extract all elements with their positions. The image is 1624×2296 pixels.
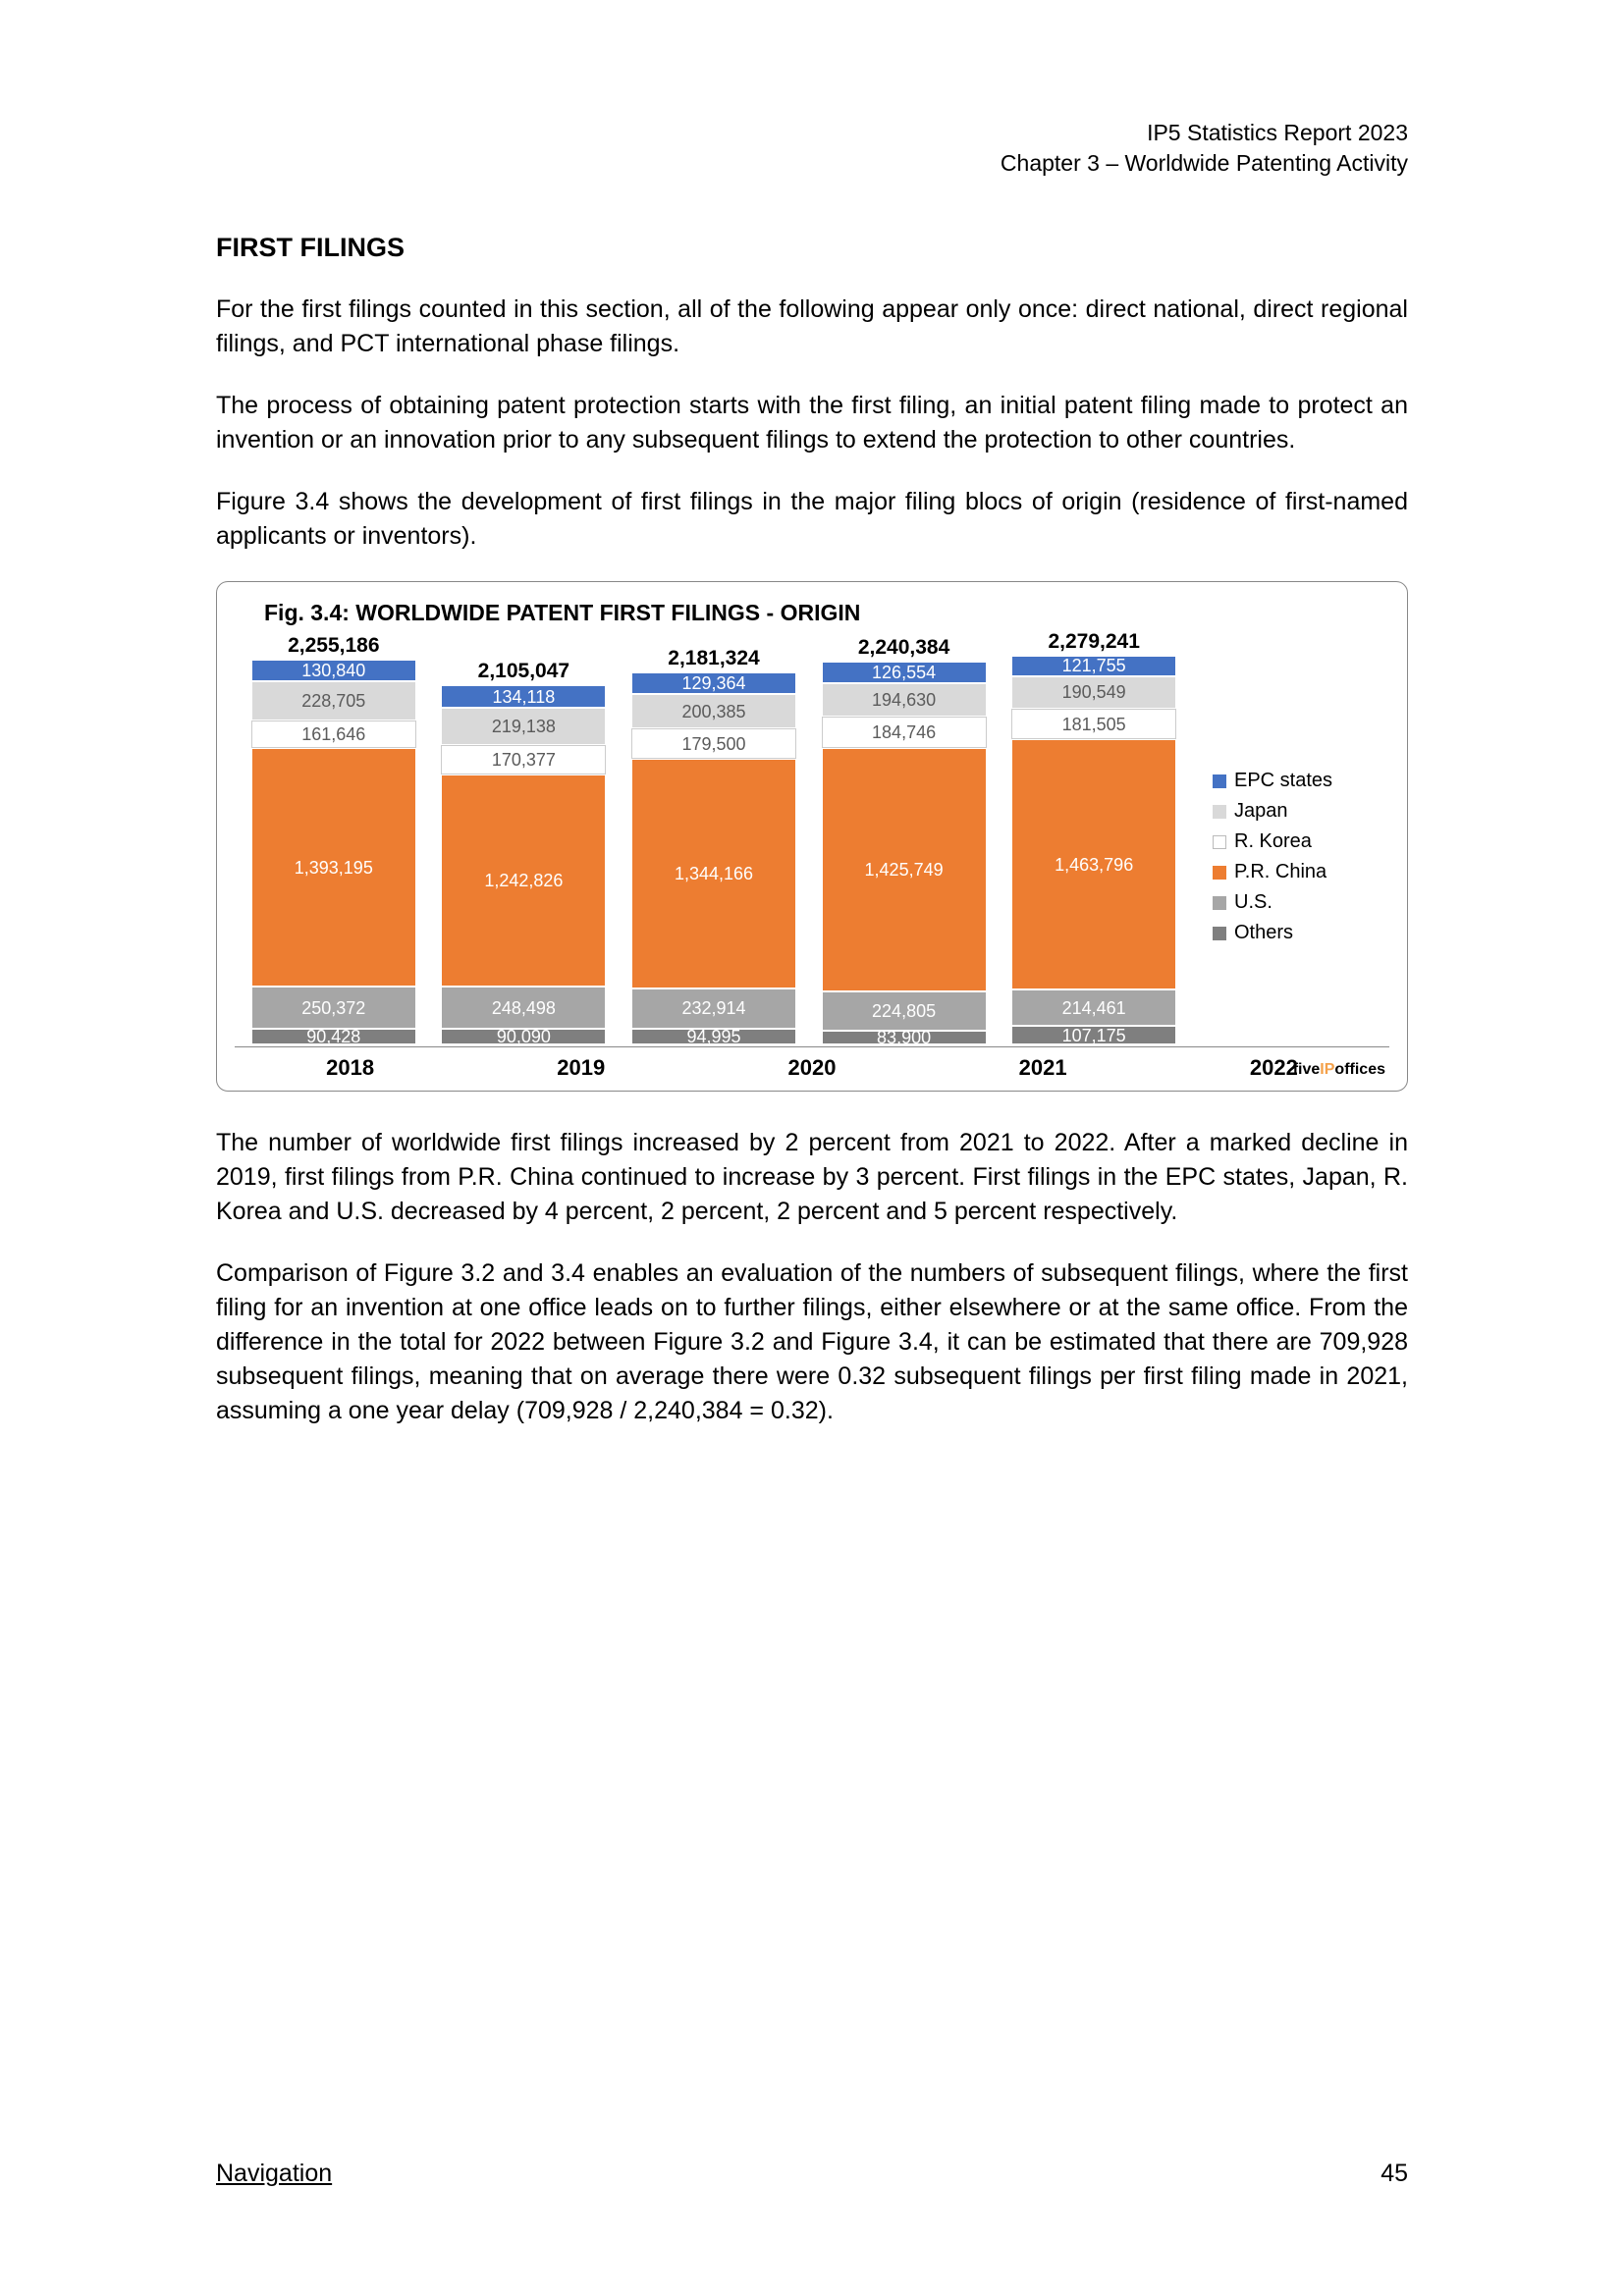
- branding-pre: five: [1293, 1061, 1321, 1078]
- bar-segment: 94,995: [631, 1029, 796, 1045]
- chart-legend: EPC states Japan R. Korea P.R. China U.S. Oth…: [1193, 632, 1389, 1044]
- bar-segment: 219,138: [441, 708, 606, 745]
- bar-segment: 250,372: [251, 987, 416, 1030]
- legend-item: R. Korea: [1213, 830, 1389, 853]
- bar-stack: 83,900224,8051,425,749184,746194,630126,…: [822, 662, 987, 1044]
- legend-item: EPC states: [1213, 770, 1389, 792]
- legend-item: Others: [1213, 922, 1389, 944]
- bar-segment: 1,344,166: [631, 759, 796, 988]
- legend-swatch: [1213, 866, 1226, 880]
- page-footer: Navigation 45: [216, 2160, 1408, 2188]
- bar-stack: 90,090248,4981,242,826170,377219,138134,…: [441, 685, 606, 1044]
- bar-segment: 214,461: [1011, 989, 1176, 1026]
- bar-segment: 1,463,796: [1011, 739, 1176, 989]
- bar-segment: 130,840: [251, 660, 416, 682]
- header-line-2: Chapter 3 – Worldwide Patenting Activity: [216, 148, 1408, 179]
- figure-3-4: Fig. 3.4: WORLDWIDE PATENT FIRST FILINGS…: [216, 581, 1408, 1092]
- bar-stack: 94,995232,9141,344,166179,500200,385129,…: [631, 672, 796, 1044]
- bar-segment: 90,090: [441, 1029, 606, 1044]
- bar-column: 2,240,38483,900224,8051,425,749184,74619…: [822, 636, 987, 1044]
- chart-bars-area: 2,255,18690,428250,3721,393,195161,64622…: [235, 632, 1193, 1044]
- legend-label: Others: [1234, 922, 1293, 944]
- x-axis-label: 2021: [960, 1055, 1125, 1081]
- bar-segment: 1,425,749: [822, 748, 987, 991]
- legend-label: Japan: [1234, 800, 1288, 823]
- bar-total-label: 2,181,324: [668, 647, 759, 670]
- legend-item: P.R. China: [1213, 861, 1389, 883]
- bar-segment: 1,393,195: [251, 748, 416, 986]
- bar-segment: 107,175: [1011, 1026, 1176, 1044]
- paragraph-4: The number of worldwide first filings in…: [216, 1126, 1408, 1229]
- chart-x-axis: 20182019202020212022: [235, 1046, 1389, 1081]
- page-header: IP5 Statistics Report 2023 Chapter 3 – W…: [216, 118, 1408, 179]
- paragraph-1: For the first filings counted in this se…: [216, 293, 1408, 361]
- bar-stack: 90,428250,3721,393,195161,646228,705130,…: [251, 660, 416, 1044]
- legend-swatch: [1213, 896, 1226, 910]
- header-line-1: IP5 Statistics Report 2023: [216, 118, 1408, 148]
- x-axis-label: 2020: [730, 1055, 894, 1081]
- section-title: FIRST FILINGS: [216, 233, 1408, 263]
- chart-title: Fig. 3.4: WORLDWIDE PATENT FIRST FILINGS…: [235, 600, 1389, 626]
- bar-segment: 134,118: [441, 685, 606, 708]
- bar-column: 2,255,18690,428250,3721,393,195161,64622…: [251, 634, 416, 1044]
- legend-swatch: [1213, 774, 1226, 788]
- bar-stack: 107,175214,4611,463,796181,505190,549121…: [1011, 656, 1176, 1045]
- legend-item: U.S.: [1213, 891, 1389, 914]
- bar-segment: 194,630: [822, 683, 987, 717]
- legend-label: P.R. China: [1234, 861, 1326, 883]
- paragraph-3: Figure 3.4 shows the development of firs…: [216, 485, 1408, 554]
- bar-segment: 170,377: [441, 745, 606, 774]
- legend-swatch: [1213, 805, 1226, 819]
- bar-total-label: 2,105,047: [478, 660, 569, 683]
- navigation-link[interactable]: Navigation: [216, 2160, 332, 2188]
- bar-segment: 1,242,826: [441, 774, 606, 987]
- x-axis-label: 2018: [268, 1055, 433, 1081]
- branding-mid: IP: [1320, 1061, 1334, 1078]
- bar-total-label: 2,279,241: [1048, 632, 1139, 653]
- bar-column: 2,279,241107,175214,4611,463,796181,5051…: [1011, 632, 1176, 1044]
- x-axis-label: 2019: [499, 1055, 664, 1081]
- chart-branding: fiveIPoffices: [1293, 1061, 1385, 1079]
- bar-column: 2,105,04790,090248,4981,242,826170,37721…: [441, 660, 606, 1044]
- legend-swatch: [1213, 835, 1226, 849]
- bar-segment: 126,554: [822, 662, 987, 683]
- bar-column: 2,181,32494,995232,9141,344,166179,50020…: [631, 647, 796, 1044]
- bar-segment: 90,428: [251, 1029, 416, 1044]
- bar-total-label: 2,240,384: [858, 636, 949, 660]
- bar-segment: 121,755: [1011, 656, 1176, 676]
- branding-post: offices: [1334, 1061, 1385, 1078]
- legend-label: EPC states: [1234, 770, 1332, 792]
- legend-swatch: [1213, 927, 1226, 940]
- legend-item: Japan: [1213, 800, 1389, 823]
- bar-segment: 161,646: [251, 721, 416, 748]
- paragraph-2: The process of obtaining patent protecti…: [216, 389, 1408, 457]
- page-number: 45: [1380, 2160, 1408, 2188]
- bar-segment: 129,364: [631, 672, 796, 695]
- bar-segment: 179,500: [631, 728, 796, 759]
- bar-segment: 184,746: [822, 717, 987, 748]
- bar-segment: 181,505: [1011, 709, 1176, 740]
- bar-segment: 83,900: [822, 1031, 987, 1045]
- bar-total-label: 2,255,186: [288, 634, 379, 658]
- paragraph-5: Comparison of Figure 3.2 and 3.4 enables…: [216, 1256, 1408, 1428]
- bar-segment: 232,914: [631, 988, 796, 1029]
- bar-segment: 200,385: [631, 694, 796, 728]
- legend-label: U.S.: [1234, 891, 1272, 914]
- legend-label: R. Korea: [1234, 830, 1312, 853]
- bar-segment: 224,805: [822, 991, 987, 1030]
- bar-segment: 228,705: [251, 681, 416, 721]
- bar-segment: 190,549: [1011, 676, 1176, 709]
- bar-segment: 248,498: [441, 987, 606, 1029]
